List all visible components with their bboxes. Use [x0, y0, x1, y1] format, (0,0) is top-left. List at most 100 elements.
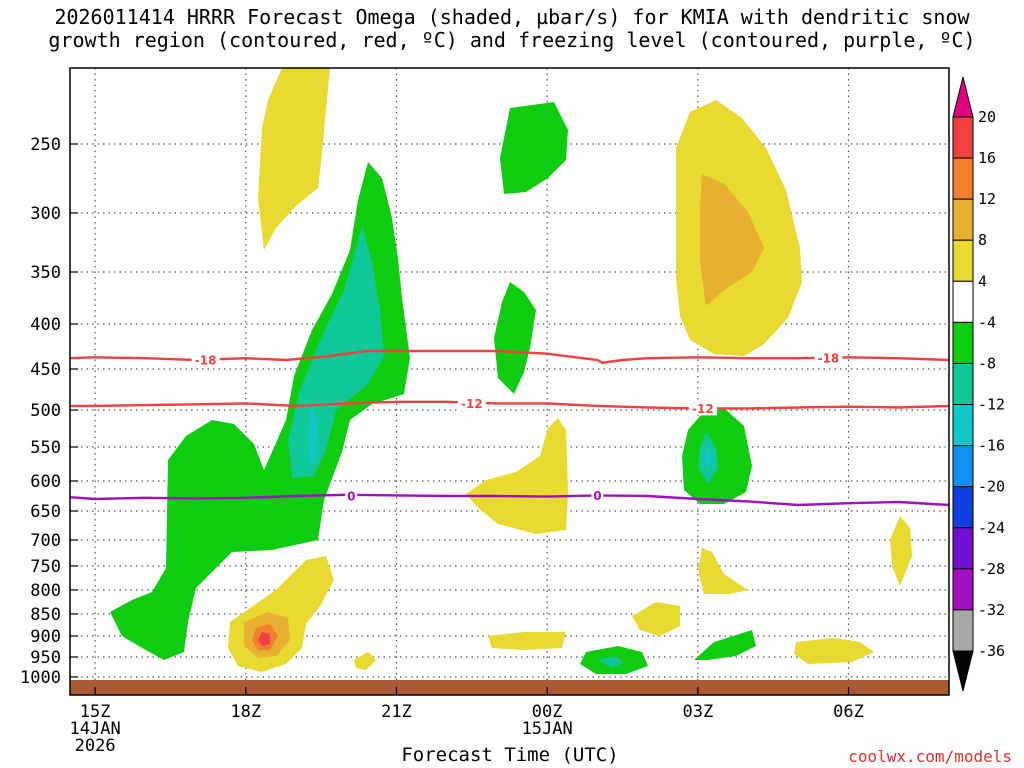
colorbar-band — [952, 609, 974, 652]
y-tick-label: 1000 — [20, 668, 61, 688]
colorbar-band — [952, 198, 974, 241]
downward-motion-low-20z — [354, 652, 376, 670]
x-tick-label: 14JAN — [70, 719, 121, 739]
freezing-level-contour — [70, 493, 949, 507]
colorbar-label: -28 — [978, 560, 1005, 578]
colorbar-band — [952, 404, 974, 447]
downward-motion-low-06z — [794, 638, 874, 664]
colorbar-band — [952, 239, 974, 282]
x-axis-title: Forecast Time (UTC) — [401, 744, 619, 766]
colorbar-band — [952, 321, 974, 364]
y-tick-label: 800 — [30, 581, 61, 601]
dgz-minus18-label: -18 — [818, 352, 840, 366]
upward-motion-03z — [682, 408, 752, 504]
plot-frame — [69, 67, 950, 696]
colorbar-band — [952, 568, 974, 611]
title-line-2: growth region (contoured, red, ºC) and f… — [48, 28, 976, 52]
y-tick-label: 750 — [30, 557, 61, 577]
ground-surface — [70, 680, 949, 695]
colorbar-band — [952, 445, 974, 488]
title-line-1: 2026011414 HRRR Forecast Omega (shaded, … — [54, 5, 970, 29]
omega-shading — [110, 68, 912, 674]
colorbar-label: -36 — [978, 642, 1005, 660]
dgz-minus12-label: -12 — [461, 397, 483, 411]
dgz-minus12-label-bg — [688, 401, 717, 416]
upward-motion-band-18z-21z — [110, 162, 410, 660]
colorbar-label: -12 — [978, 396, 1005, 414]
downward-motion-03z-upper-core — [700, 174, 764, 306]
colorbar-label: 4 — [978, 272, 987, 290]
colorbar-label: -16 — [978, 437, 1005, 455]
freezing-level-label-bg — [591, 488, 604, 503]
colorbar-arrow-top — [952, 76, 974, 118]
colorbar-band — [952, 280, 974, 323]
downward-motion-00z-mid — [466, 418, 568, 534]
downward-motion-7z — [890, 516, 912, 586]
colorbar-band — [952, 527, 974, 570]
colorbar-arrow-bottom — [952, 650, 974, 692]
colorbar-label: 12 — [978, 190, 996, 208]
y-tick-label: 900 — [30, 627, 61, 647]
downward-motion-low-03z — [698, 548, 748, 594]
x-tick-label: 03Z — [682, 702, 713, 722]
colorbar-label: -8 — [978, 354, 996, 372]
dgz-minus12-label-bg — [457, 396, 486, 411]
upward-motion-band-00z — [494, 282, 536, 394]
y-tick-label: 700 — [30, 531, 61, 551]
colorbar-label: -32 — [978, 601, 1005, 619]
colorbar-label: 8 — [978, 231, 987, 249]
credit-link[interactable]: coolwx.com/models — [848, 747, 1012, 766]
colorbar-band — [952, 116, 974, 159]
y-tick-label: 400 — [30, 315, 61, 335]
x-tick-label: 2026 — [75, 736, 116, 756]
dgz-minus12-contour — [70, 400, 949, 410]
y-tick-label: 950 — [30, 648, 61, 668]
freezing-level-label-bg — [345, 489, 358, 503]
colorbar-label: 16 — [978, 149, 996, 167]
dgz-minus18-contour — [70, 349, 949, 364]
y-tick-label: 550 — [30, 438, 61, 458]
colorbar-label: -4 — [978, 313, 996, 331]
upward-motion-low-03z — [694, 630, 756, 660]
colorbar-band — [952, 157, 974, 200]
y-axis: 2503003504004505005506006507007508008509… — [20, 135, 78, 688]
x-tick-label: 06Z — [833, 702, 864, 722]
colorbar-band — [952, 486, 974, 529]
downward-motion-low-2130z — [488, 632, 566, 650]
downward-motion-18z-upper — [258, 68, 330, 250]
y-tick-label: 450 — [30, 360, 61, 380]
chart-title: 2026011414 HRRR Forecast Omega (shaded, … — [0, 6, 1024, 52]
x-tick-label: 00Z — [532, 702, 563, 722]
colorbar-label: -24 — [978, 519, 1005, 537]
y-tick-label: 650 — [30, 502, 61, 522]
freezing-level-label: 0 — [593, 489, 601, 503]
x-tick-label: 21Z — [381, 702, 412, 722]
colorbar-band — [952, 362, 974, 406]
freezing-level-label: 0 — [347, 490, 355, 504]
upward-motion-top-0z — [500, 102, 568, 194]
upward-motion-03z-max — [704, 444, 712, 470]
y-tick-label: 250 — [30, 135, 61, 155]
y-tick-label: 350 — [30, 263, 61, 283]
upward-motion-band-18z-21z-max — [308, 404, 318, 468]
downward-motion-low-01z — [632, 602, 680, 636]
dgz-minus18-label-bg — [814, 351, 843, 366]
downward-motion-18z-low-peak — [258, 632, 270, 646]
colorbar-label: -20 — [978, 478, 1005, 496]
x-tick-label: 18Z — [230, 702, 261, 722]
upward-motion-low-0z-core — [598, 656, 624, 668]
temperature-contours: -18 -18 -12 -12 0 0 — [70, 349, 949, 507]
dgz-minus18-label-bg — [191, 353, 220, 367]
y-tick-label: 300 — [30, 204, 61, 224]
dgz-minus12-label: -12 — [692, 402, 714, 416]
colorbar-label: 20 — [978, 108, 996, 126]
dgz-minus18-label: -18 — [195, 354, 217, 368]
y-tick-label: 600 — [30, 472, 61, 492]
colorbar: 20 16 12 8 4 -4 -8 -12 -16 -20 -24 -28 -32 -36 — [952, 76, 1005, 692]
x-tick-label: 15Z — [80, 702, 111, 722]
y-tick-label: 850 — [30, 605, 61, 625]
x-tick-label: 15JAN — [522, 719, 573, 739]
y-tick-label: 500 — [30, 401, 61, 421]
